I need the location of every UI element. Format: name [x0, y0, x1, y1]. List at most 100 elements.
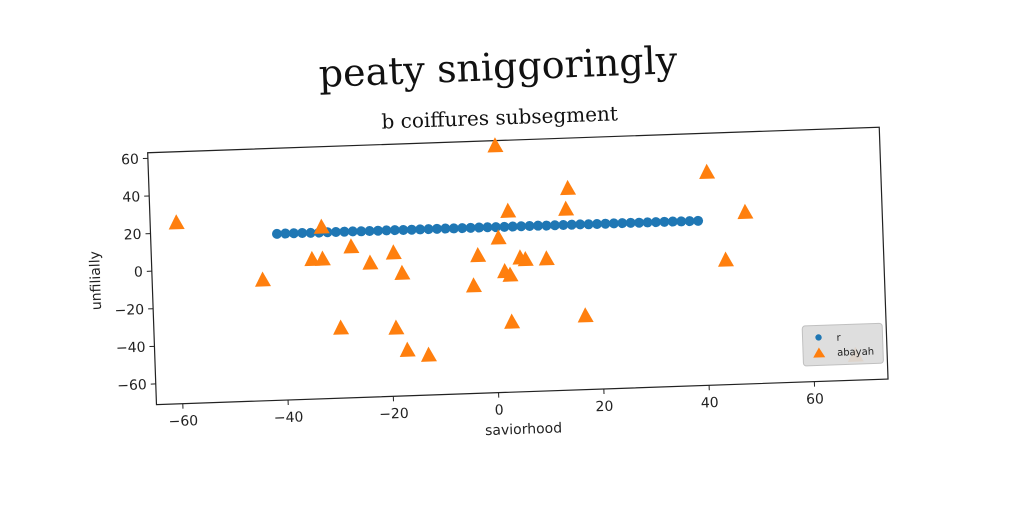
y-axis-label: unfilially [87, 251, 105, 311]
x-tick-label: −40 [274, 409, 304, 426]
point-r [558, 219, 569, 230]
point-r [423, 224, 434, 235]
x-axis: −60 −40 −20 0 20 40 60 [168, 381, 824, 430]
point-r [415, 224, 426, 235]
point-r [516, 221, 527, 232]
point-r [431, 223, 442, 234]
point-abayah [388, 319, 405, 335]
point-abayah [699, 163, 716, 180]
point-r [549, 220, 560, 231]
point-r [406, 224, 417, 235]
point-r [339, 226, 350, 237]
point-r [650, 217, 661, 228]
x-axis-label: saviorhood [485, 420, 563, 439]
point-r [297, 227, 308, 238]
point-abayah [255, 271, 272, 287]
point-r [583, 219, 594, 230]
point-abayah [504, 313, 521, 329]
y-tick-label: 20 [123, 227, 141, 244]
point-r [541, 220, 552, 231]
point-r [507, 221, 518, 232]
point-r [693, 215, 704, 226]
point-r [676, 216, 687, 227]
x-tick-label: −60 [168, 413, 198, 430]
legend-box [801, 322, 884, 367]
point-abayah [558, 200, 575, 216]
point-r [389, 225, 400, 236]
point-r [305, 227, 316, 238]
point-r [499, 221, 510, 232]
point-r [592, 218, 603, 229]
point-r [524, 220, 535, 231]
figure-suptitle: peaty sniggoringly [318, 38, 679, 96]
axes-frame [147, 126, 889, 406]
point-r [347, 226, 358, 237]
x-tick-label: 40 [701, 395, 719, 412]
point-r [381, 225, 392, 236]
point-abayah [737, 203, 754, 220]
y-axis: −60 −40 −20 0 20 40 60 [114, 152, 156, 394]
legend-label-abayah: abayah [837, 347, 874, 359]
y-tick-label: 60 [121, 152, 139, 169]
point-abayah [314, 250, 331, 266]
point-r [448, 223, 459, 234]
y-tick-label: −20 [114, 302, 144, 319]
axes-title: b coiffures subsegment [381, 101, 618, 133]
point-r [575, 219, 586, 230]
point-abayah [394, 264, 411, 280]
point-r [659, 216, 670, 227]
point-abayah [333, 319, 350, 335]
point-r [474, 222, 485, 233]
point-r [373, 225, 384, 236]
legend: r abayah [801, 322, 884, 367]
x-tick-label: 0 [494, 402, 503, 418]
point-r [288, 228, 299, 239]
point-abayah [517, 250, 534, 267]
point-r [566, 219, 577, 230]
point-r [280, 228, 291, 239]
point-abayah [490, 229, 507, 245]
point-r [465, 222, 476, 233]
point-r [600, 218, 611, 229]
point-r [533, 220, 544, 231]
point-r [608, 218, 619, 229]
point-abayah [343, 238, 360, 254]
y-tick-label: 40 [122, 189, 140, 206]
point-abayah [420, 346, 437, 362]
point-abayah [465, 277, 482, 293]
point-abayah [304, 250, 321, 267]
point-abayah [500, 202, 517, 218]
y-tick-label: −40 [116, 340, 146, 357]
point-r [617, 218, 628, 229]
y-tick-label: −60 [117, 377, 147, 394]
point-abayah [470, 247, 487, 263]
point-r [457, 223, 468, 234]
x-tick-label: −20 [379, 406, 409, 423]
y-tick-label: 0 [134, 264, 143, 280]
point-abayah [399, 341, 416, 357]
point-r [634, 217, 645, 228]
legend-label-r: r [836, 333, 841, 344]
legend-marker-abayah [813, 347, 826, 358]
point-abayah [718, 251, 735, 267]
point-r [398, 225, 409, 236]
point-abayah [538, 250, 555, 266]
point-abayah [168, 214, 185, 230]
x-tick-label: 60 [806, 391, 824, 408]
plot-area: b coiffures subsegment −60 −40 −20 0 20 40 60 … [87, 101, 889, 439]
point-r [490, 222, 501, 233]
point-r [330, 226, 341, 237]
point-r [356, 226, 367, 237]
point-abayah [502, 266, 519, 282]
point-r [440, 223, 451, 234]
point-abayah [362, 254, 379, 270]
point-r [364, 225, 375, 236]
point-r [482, 222, 493, 233]
point-abayah [385, 244, 402, 260]
legend-marker-r [815, 334, 822, 341]
point-r [625, 217, 636, 228]
point-r [271, 228, 282, 239]
point-abayah [577, 307, 594, 323]
point-r [642, 217, 653, 228]
